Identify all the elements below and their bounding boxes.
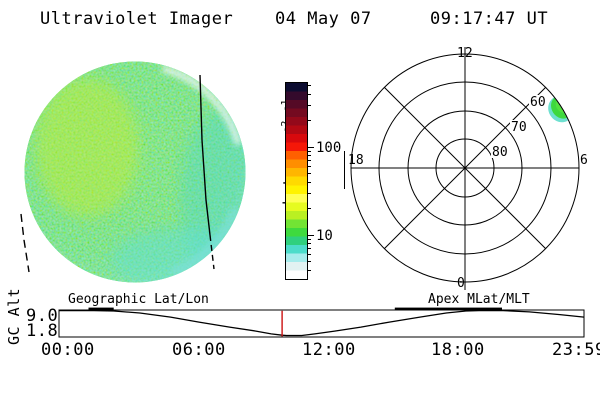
interval-marker [88,307,114,311]
mlat-ring-labels: 80 70 60 [491,95,546,160]
mlt-label-0: 0 [457,276,465,291]
mlt-label-6: 6 [580,153,588,168]
colorbar-tick-100: 100 [316,140,342,156]
terminator-line [199,74,211,236]
colorbar-tick-mark [307,208,311,209]
ytick-9: 9.0 [26,306,59,326]
xtick-0000: 00:00 [41,340,95,360]
xtick-1800: 18:00 [431,340,485,360]
mlat-label-60: 60 [530,95,546,110]
mlat-label-70: 70 [511,120,527,135]
gcalt-plot-frame [58,309,585,338]
colorbar-tick-mark [307,238,311,240]
mlt-label-12: 12 [457,46,473,61]
colorbar-tick-mark [307,155,311,156]
mlt-label-18: 18 [348,153,364,168]
ytick-1-8: 1.8 [26,321,59,341]
polar-plot: 80 70 60 12 18 6 0 [344,46,588,291]
colorbar-tick-mark [307,248,311,250]
colorbar-tick-mark [307,166,311,167]
colorbar-tick-mark [307,234,314,236]
xtick-2359: 23:59 [552,340,600,360]
colorbar-tick-mark [307,160,311,162]
header-time: 09:17:47 UT [430,9,549,29]
limb-dashed-line [20,213,30,273]
colorbar-tick-mark [307,181,311,183]
app-title: Ultraviolet Imager [40,9,234,29]
uv-disk-image [20,61,246,283]
geographic-axis-title: Geographic Lat/Lon [68,292,209,307]
colorbar-tick-mark [307,269,311,271]
colorbar-tick-mark [307,243,311,244]
status-col-gcalt: GC Alt: 2.5 Re Seq: 39 [367,363,477,400]
colorbar-tick-mark [307,146,314,148]
polar-grid [344,47,580,290]
interval-marker [394,307,502,311]
colorbar-tick-mark [307,173,311,174]
header-date: 04 May 07 [275,9,372,29]
colorbar-tick-mark [307,192,311,194]
colorbar-tick-mark [307,120,311,121]
colorbar-tick-10: 10 [316,228,333,244]
gcalt-curve [59,309,585,337]
gcalt-plot [58,307,585,338]
status-col-glat: GLat: 46.6 GLon: 331.5 [490,363,576,400]
aurora-patch [548,95,574,123]
colorbar-tick-mark [307,261,311,262]
colorbar-ticks [307,0,317,300]
xtick-1200: 12:00 [302,340,356,360]
status-col-flt: Flt: LBHL IP: 36.0 [8,363,78,400]
status-col-mode: Mode: Normal Dsp: 1.0 [249,363,343,400]
colorbar-gradient [285,82,308,280]
colorbar-tick-mark [307,104,311,106]
mlt-hour-labels: 12 18 6 0 [348,46,588,291]
apex-axis-title: Apex MLat/MLT [428,292,530,307]
terminator-line-dashed [209,234,215,270]
interval-markers [88,307,502,311]
mlat-label-80: 80 [492,145,508,160]
colorbar-tick-mark [307,93,311,95]
xtick-0600: 06:00 [172,340,226,360]
colorbar-tick-mark [307,150,311,152]
status-col-door: Door: Open Gain: 14 [128,363,206,400]
colorbar-tick-mark [307,85,311,86]
colorbar-tick-mark [307,254,311,255]
